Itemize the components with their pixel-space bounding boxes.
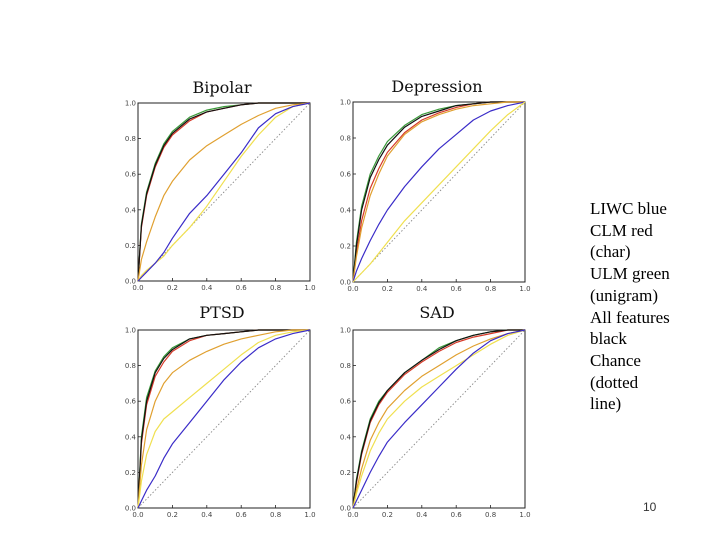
x-tick-label: 0.8 [485, 511, 496, 519]
roc-curve-all [137, 102, 310, 282]
legend-line: Chance [590, 350, 641, 370]
legend-line: (char) [590, 242, 631, 262]
x-tick-label: 1.0 [304, 284, 315, 292]
y-tick-label: 0.6 [125, 171, 137, 179]
roc-charts-figure: Bipolar 0.0 0.2 0.4 0.6 0.8 1.0 0.0 0.2 0.4 0.6 0.8… [125, 77, 531, 519]
legend-line: black [590, 329, 627, 349]
roc-curve-orange [352, 101, 525, 283]
roc-curve-chance [352, 329, 526, 509]
y-tick-label: 0.4 [125, 206, 137, 214]
panel-title: Bipolar [192, 78, 251, 97]
roc-curve-orange [137, 329, 310, 509]
x-tick-label: 0.4 [201, 511, 213, 519]
x-tick-label: 1.0 [304, 511, 315, 519]
y-tick-label: 0.2 [340, 243, 351, 251]
roc-curve-yellow [352, 101, 526, 283]
roc-curve-chance [137, 329, 311, 509]
roc-curve-liwc [352, 329, 526, 509]
y-tick-label: 0.6 [340, 398, 352, 406]
roc-panel-sad: SAD 0.0 0.2 0.4 0.6 0.8 1.0 0.0 0.2 0.4 0.6 0.8 1.0 [340, 303, 531, 519]
legend-line: LIWC blue [590, 199, 667, 218]
x-tick-label: 0.8 [270, 511, 281, 519]
y-tick-label: 1.0 [125, 100, 136, 108]
roc-curve-liwc [352, 101, 526, 283]
x-tick-label: 0.6 [451, 285, 463, 293]
x-tick-label: 0.4 [201, 284, 213, 292]
x-tick-label: 0.0 [347, 285, 358, 293]
legend-line: ULM green [590, 264, 670, 284]
y-tick-label: 0.4 [340, 433, 352, 441]
panel-title: SAD [419, 303, 454, 322]
legend: LIWC blue CLM red (char) ULM green (unig… [590, 198, 690, 415]
roc-curve-yellow [137, 329, 311, 509]
x-tick-label: 0.2 [382, 285, 393, 293]
x-tick-label: 0.6 [451, 511, 463, 519]
x-tick-label: 0.4 [416, 285, 428, 293]
y-tick-label: 0.6 [125, 398, 137, 406]
y-tick-label: 1.0 [125, 327, 136, 335]
roc-curve-liwc [137, 102, 311, 282]
x-tick-label: 0.4 [416, 511, 428, 519]
x-tick-label: 0.2 [382, 511, 393, 519]
x-tick-label: 0.0 [347, 511, 358, 519]
roc-curve-orange [137, 102, 311, 282]
x-tick-label: 0.2 [167, 284, 178, 292]
y-tick-label: 0.4 [125, 433, 137, 441]
legend-line: All features [590, 307, 670, 327]
y-tick-label: 1.0 [340, 99, 351, 107]
y-tick-label: 0.8 [340, 362, 351, 370]
y-tick-label: 0.8 [125, 362, 136, 370]
legend-line: line) [590, 394, 622, 414]
y-tick-label: 0.2 [125, 469, 136, 477]
roc-curve-all [137, 329, 310, 509]
panel-title: PTSD [199, 303, 244, 322]
roc-curve-liwc [137, 329, 311, 509]
plot-frame [352, 101, 526, 283]
roc-curve-orange [352, 329, 526, 509]
roc-panel-ptsd: PTSD 0.0 0.2 0.4 0.6 0.8 1.0 0.0 0.2 0.4 0.6 0.8 1.0 [125, 303, 316, 519]
y-tick-label: 0.4 [340, 207, 352, 215]
y-tick-label: 0.8 [125, 135, 136, 143]
y-tick-label: 1.0 [340, 327, 351, 335]
x-tick-label: 1.0 [519, 285, 530, 293]
x-tick-label: 0.6 [236, 511, 248, 519]
roc-curve-yellow [137, 102, 311, 282]
x-tick-label: 0.6 [236, 284, 248, 292]
y-tick-label: 0.0 [340, 279, 351, 287]
legend-line: CLM red [590, 220, 653, 240]
roc-panel-bipolar: Bipolar 0.0 0.2 0.4 0.6 0.8 1.0 0.0 0.2 0.4 0.6 0.8… [125, 78, 316, 292]
page-number: 10 [643, 500, 657, 514]
y-tick-label: 0.2 [340, 469, 351, 477]
x-tick-label: 0.8 [485, 285, 496, 293]
x-tick-label: 0.0 [132, 511, 143, 519]
y-tick-label: 0.2 [125, 242, 136, 250]
x-tick-label: 0.2 [167, 511, 178, 519]
y-tick-label: 0.0 [340, 505, 351, 513]
panel-title: Depression [391, 77, 482, 96]
y-tick-label: 0.6 [340, 171, 352, 179]
x-tick-label: 1.0 [519, 511, 530, 519]
roc-curve-yellow [352, 329, 526, 509]
y-tick-label: 0.0 [125, 278, 136, 286]
roc-curve-all [352, 329, 525, 509]
x-tick-label: 0.0 [132, 284, 143, 292]
legend-line: (dotted [590, 372, 639, 392]
x-tick-label: 0.8 [270, 284, 281, 292]
legend-line: (unigram) [590, 285, 658, 305]
y-tick-label: 0.8 [340, 135, 351, 143]
roc-panel-depression: Depression 0.0 0.2 0.4 0.6 0.8 1.0 0.0 0.2 0.4 0.6… [340, 77, 531, 293]
roc-curve-all [352, 101, 525, 283]
y-tick-label: 0.0 [125, 505, 136, 513]
